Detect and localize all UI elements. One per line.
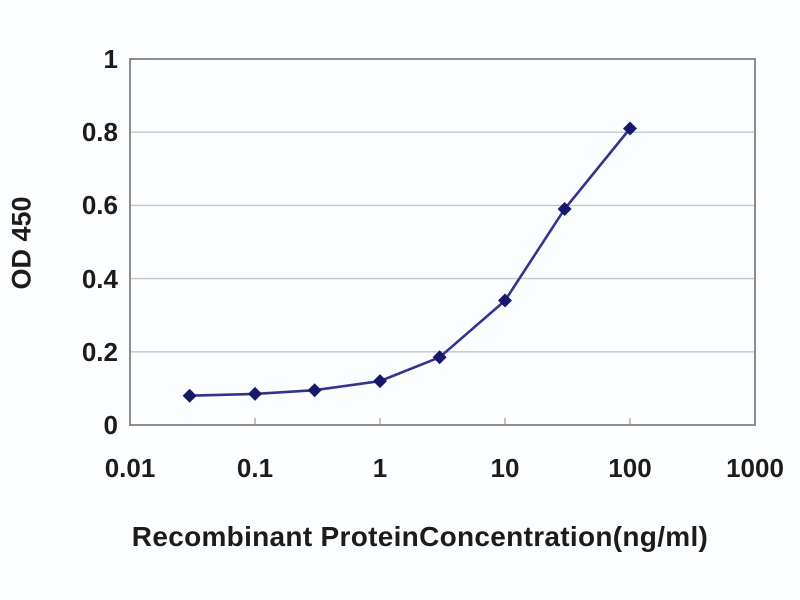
y-tick-label: 0.4 bbox=[81, 263, 118, 294]
data-point-marker bbox=[373, 374, 387, 389]
data-point-marker bbox=[182, 388, 197, 403]
series-line-group bbox=[188, 127, 632, 398]
x-tick-label: 10 bbox=[490, 453, 520, 483]
y-tick-label: 1 bbox=[103, 44, 118, 74]
x-tick-label: 0.1 bbox=[236, 453, 274, 483]
data-point-marker bbox=[248, 386, 262, 401]
data-point-marker bbox=[623, 121, 637, 136]
x-tick-label: 0.01 bbox=[104, 453, 156, 483]
y-axis-title: OD 450 bbox=[6, 196, 37, 290]
series-line bbox=[188, 127, 632, 398]
gridlines-group bbox=[130, 131, 755, 353]
plot-frame-group bbox=[129, 58, 756, 426]
y-tick-label: 0.8 bbox=[81, 117, 118, 148]
axis-minor-ticks-group bbox=[254, 418, 631, 424]
x-tick-label: 1 bbox=[372, 453, 388, 483]
y-tick-label: 0.6 bbox=[81, 190, 118, 221]
x-tick-label: 100 bbox=[608, 453, 652, 483]
data-point-marker bbox=[557, 202, 572, 217]
data-point-marker bbox=[307, 383, 322, 398]
data-markers-group bbox=[182, 121, 637, 403]
plot-frame bbox=[129, 58, 756, 426]
data-point-marker bbox=[498, 293, 512, 308]
x-tick-label: 1000 bbox=[726, 453, 784, 483]
y-tick-label: 0 bbox=[103, 410, 118, 440]
data-point-marker bbox=[432, 350, 447, 365]
y-tick-label: 0.2 bbox=[81, 336, 118, 367]
x-axis-title: Recombinant ProteinConcentration(ng/ml) bbox=[131, 521, 709, 552]
